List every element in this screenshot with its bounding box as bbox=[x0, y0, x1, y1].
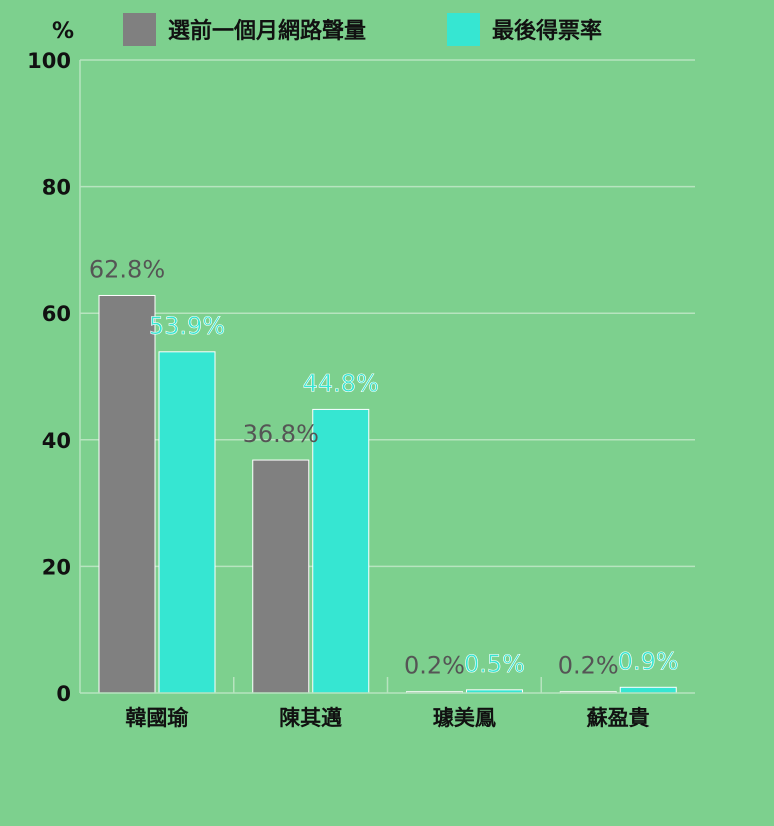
y-tick-label: 0 bbox=[56, 682, 71, 706]
legend-swatch-1 bbox=[447, 13, 480, 46]
category-label: 璩美鳳 bbox=[433, 706, 496, 730]
data-label-0-2: 0.2% bbox=[404, 652, 465, 680]
data-label-1-2: 0.5% bbox=[464, 650, 525, 678]
category-label: 陳其邁 bbox=[279, 706, 342, 730]
y-tick-label: 80 bbox=[42, 176, 71, 200]
axes: 0 20 40 60 80 100 韓國瑜 陳其邁 璩美鳳 蘇盈貴 bbox=[27, 49, 695, 730]
data-label-0-0: 62.8% bbox=[89, 255, 165, 283]
bar-1-1 bbox=[312, 408, 370, 694]
legend-label-0: 選前一個月網路聲量 bbox=[168, 18, 366, 44]
y-tick-label: 40 bbox=[42, 429, 71, 453]
bars bbox=[98, 294, 677, 694]
legend: 選前一個月網路聲量 最後得票率 bbox=[123, 13, 602, 46]
data-labels: 62.8%53.9%36.8%44.8%0.2% 0.5% 0.2% 0.9% bbox=[89, 255, 679, 679]
data-label-1-3: 0.9% bbox=[618, 647, 679, 675]
y-unit-label: % bbox=[52, 19, 74, 44]
bar-1-3 bbox=[619, 686, 677, 694]
data-label-1-0: 53.9% bbox=[149, 312, 225, 340]
bar-0-1 bbox=[252, 459, 310, 694]
legend-swatch-0 bbox=[123, 13, 156, 46]
data-label-0-3: 0.2% bbox=[558, 652, 619, 680]
legend-label-1: 最後得票率 bbox=[492, 18, 602, 44]
bar-0-0 bbox=[98, 294, 156, 694]
data-label-0-1: 36.8% bbox=[243, 420, 319, 448]
y-tick-label: 20 bbox=[42, 555, 71, 579]
y-tick-label: 60 bbox=[42, 302, 71, 326]
data-label-1-1: 44.8% bbox=[303, 369, 379, 397]
bar-1-0 bbox=[158, 351, 216, 694]
category-label: 蘇盈貴 bbox=[586, 706, 650, 730]
category-label: 韓國瑜 bbox=[125, 706, 189, 730]
y-tick-label: 100 bbox=[27, 49, 71, 73]
